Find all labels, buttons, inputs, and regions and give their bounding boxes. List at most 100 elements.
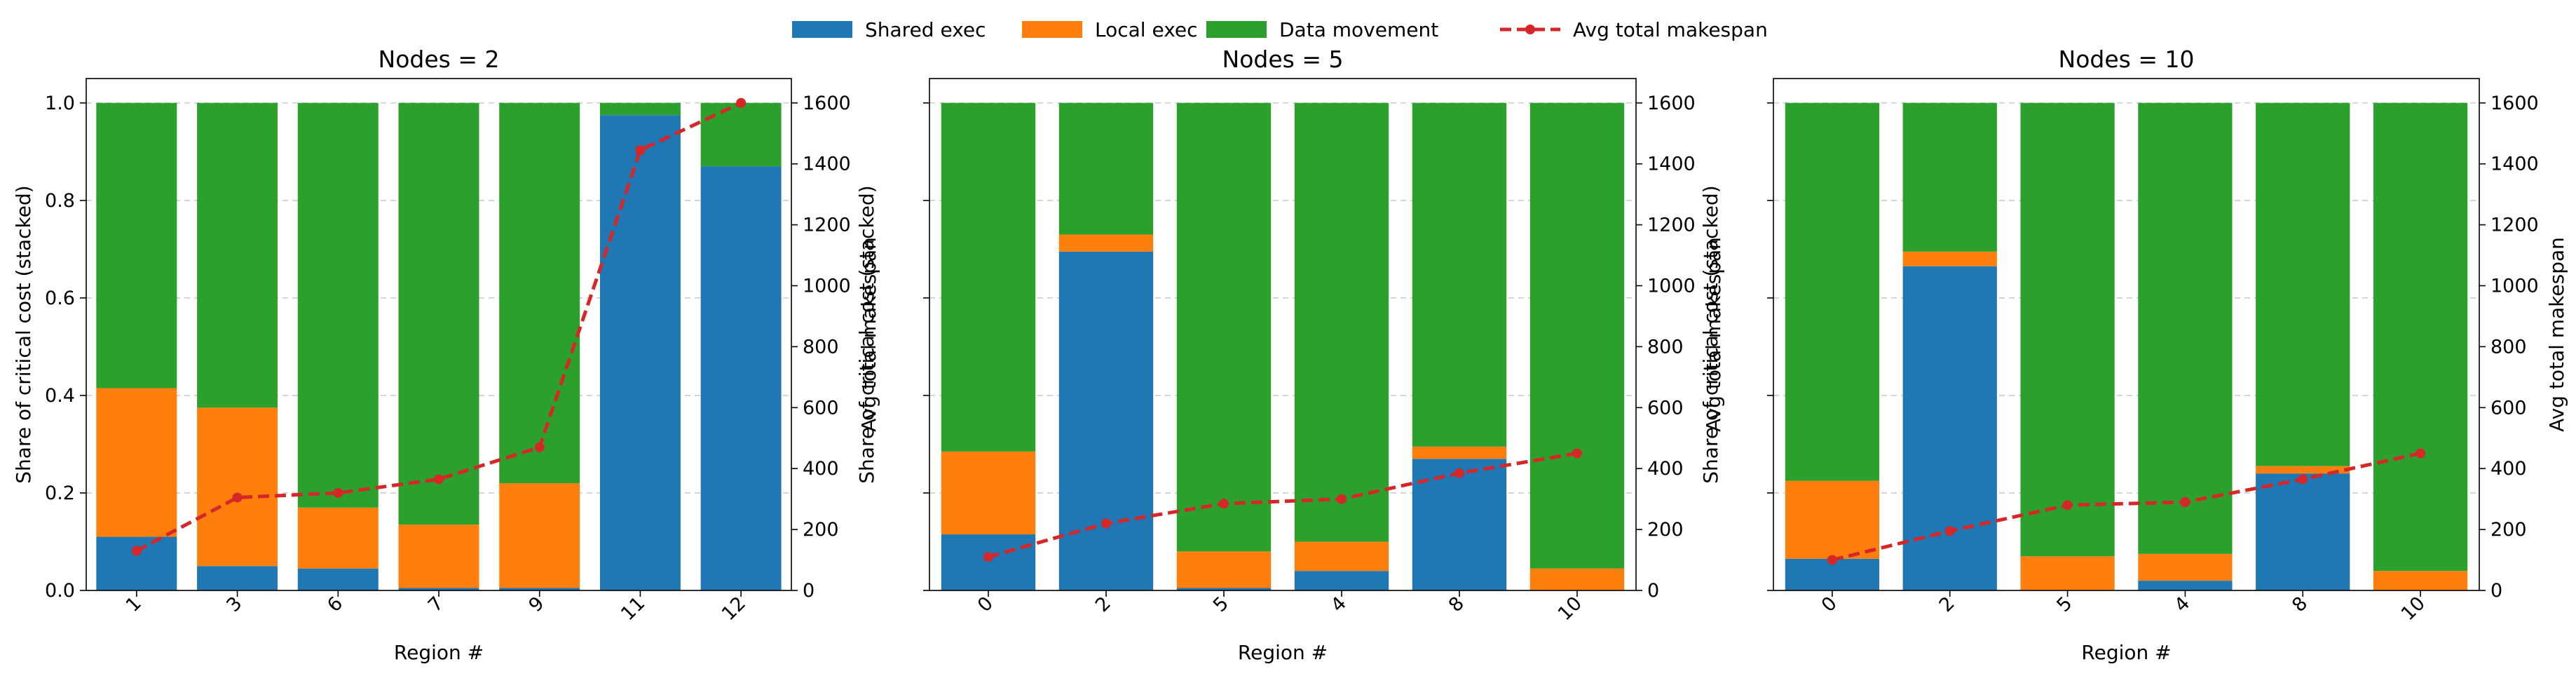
x-tick-label: 8 xyxy=(2288,593,2312,616)
bar-data-movement xyxy=(1529,102,1625,569)
y-right-tick-label: 1400 xyxy=(2490,154,2539,175)
bar-local-exec xyxy=(96,388,177,537)
y-right-tick-label: 1200 xyxy=(2490,215,2539,236)
x-tick-label: 10 xyxy=(1554,593,1586,625)
bar-local-exec xyxy=(197,407,278,567)
bar-local-exec xyxy=(2138,553,2233,581)
makespan-point xyxy=(1337,494,1347,504)
legend-swatch xyxy=(792,21,852,38)
bar-shared-exec xyxy=(700,166,782,591)
y-tick-label: 0.2 xyxy=(45,482,75,504)
y-right-tick-label: 800 xyxy=(1647,336,1684,358)
y-right-tick-label: 0 xyxy=(2490,580,2502,602)
legend-label: Data movement xyxy=(1279,18,1438,41)
y-right-tick-label: 600 xyxy=(803,397,839,419)
makespan-point xyxy=(434,474,444,485)
bar-shared-exec xyxy=(398,588,479,590)
x-tick-label: 0 xyxy=(1818,593,1841,616)
makespan-point xyxy=(2062,500,2073,511)
y-right-tick-label: 800 xyxy=(803,336,839,358)
y-right-tick-label: 1000 xyxy=(803,275,851,297)
bar-shared-exec xyxy=(297,568,379,590)
makespan-point xyxy=(1944,526,1955,536)
plot-frame xyxy=(1773,78,2480,591)
y-right-tick-label: 200 xyxy=(1647,519,1684,541)
bar-data-movement xyxy=(2373,102,2468,572)
bar-data-movement xyxy=(2020,102,2115,557)
makespan-point xyxy=(635,145,646,156)
y-right-tick-label: 1600 xyxy=(803,93,851,114)
x-tick-label: 6 xyxy=(323,593,347,616)
makespan-point xyxy=(1572,448,1582,459)
x-tick-label: 4 xyxy=(2170,593,2194,616)
makespan-point xyxy=(736,97,747,108)
y-right-tick-label: 400 xyxy=(803,458,839,480)
y-right-tick-label: 1400 xyxy=(803,154,851,175)
makespan-line xyxy=(988,451,1578,559)
legend-swatch xyxy=(1022,21,1082,38)
bar-shared-exec xyxy=(1412,459,1507,590)
bar-data-movement xyxy=(1902,102,1997,252)
chart-panel: 0 2 5 4 8 10 0 200 400 600 800 1000 1200 1400 1600 Node… xyxy=(855,46,1725,664)
y-axis-label: Share of critical cost (stacked) xyxy=(855,185,878,483)
bar-shared-exec xyxy=(96,536,177,590)
x-tick-label: 11 xyxy=(617,593,649,625)
legend-swatch xyxy=(1206,21,1267,38)
bar-local-exec xyxy=(1785,480,1880,559)
y-right-tick-label: 400 xyxy=(2490,458,2527,480)
makespan-point xyxy=(1219,499,1229,509)
bar-local-exec xyxy=(1529,568,1625,590)
bar-shared-exec xyxy=(1058,251,1154,590)
x-tick-label: 4 xyxy=(1327,593,1351,616)
bar-local-exec xyxy=(2373,571,2468,590)
y-right-tick-label: 1600 xyxy=(1647,93,1696,114)
bar-shared-exec xyxy=(599,115,681,591)
x-tick-label: 3 xyxy=(222,593,246,616)
makespan-point xyxy=(1454,468,1464,478)
y-tick-label: 0.8 xyxy=(45,190,75,212)
y-right-tick-label: 0 xyxy=(803,580,815,602)
legend: Shared exec Local exec Data movement Avg to… xyxy=(792,18,1768,41)
bar-shared-exec xyxy=(1902,266,1997,590)
bar-data-movement xyxy=(2138,102,2233,554)
legend-label: Local exec xyxy=(1095,18,1198,41)
x-axis-label: Region # xyxy=(2081,641,2171,664)
makespan-point xyxy=(1827,555,1837,565)
plot-frame xyxy=(929,78,1637,591)
makespan-point xyxy=(232,492,243,503)
x-tick-label: 10 xyxy=(2397,593,2430,625)
makespan-point xyxy=(2415,448,2426,459)
bar-data-movement xyxy=(1785,102,1880,481)
y-tick-label: 0.0 xyxy=(45,580,75,602)
legend-label: Avg total makespan xyxy=(1573,18,1768,41)
makespan-line xyxy=(1832,452,2421,562)
makespan-point xyxy=(2180,496,2190,507)
bar-shared-exec xyxy=(1294,571,1389,590)
bar-local-exec xyxy=(2020,556,2115,590)
y-tick-label: 0.4 xyxy=(45,385,75,407)
x-axis-label: Region # xyxy=(394,641,484,664)
y-right-tick-label: 600 xyxy=(2490,397,2527,419)
bar-local-exec xyxy=(398,525,479,588)
bar-shared-exec xyxy=(499,588,580,590)
y-right-tick-label: 0 xyxy=(1647,580,1659,602)
bar-local-exec xyxy=(1412,446,1507,459)
makespan-point xyxy=(983,552,993,562)
makespan-point xyxy=(131,546,142,556)
y-right-tick-label: 200 xyxy=(803,519,839,541)
bar-local-exec xyxy=(499,483,580,588)
bar-data-movement xyxy=(700,102,782,167)
bar-data-movement xyxy=(599,102,681,116)
x-tick-label: 1 xyxy=(122,593,146,616)
x-tick-label: 2 xyxy=(1091,593,1115,616)
bar-data-movement xyxy=(499,102,580,484)
y-right-tick-label: 1000 xyxy=(2490,275,2539,297)
x-tick-label: 7 xyxy=(424,593,448,616)
bar-local-exec xyxy=(1294,541,1389,572)
chart-panel: 0 2 5 4 8 10 0 200 400 600 800 1000 1200 1400 1600 Node… xyxy=(1699,46,2568,664)
chart-panels: 1 3 6 7 9 11 120.00.20.40.60.81.00200400600800… xyxy=(12,46,2568,664)
y-axis-label-right: Avg total makespan xyxy=(1702,237,1725,432)
y-right-tick-label: 1400 xyxy=(1647,154,1696,175)
makespan-point xyxy=(1101,518,1111,529)
